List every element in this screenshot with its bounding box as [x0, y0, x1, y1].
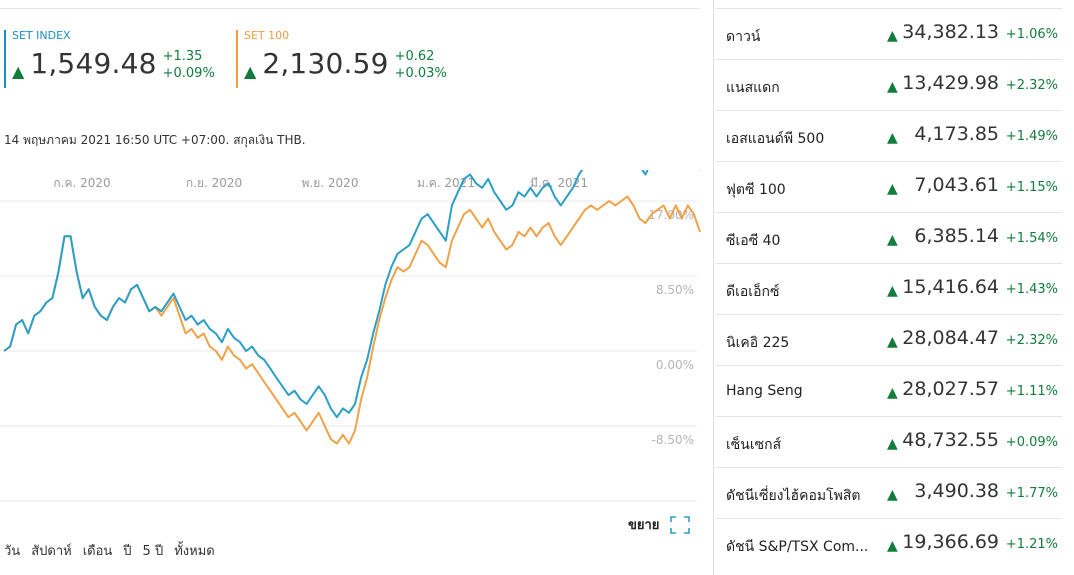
- up-arrow-icon: ▲: [887, 283, 898, 299]
- market-name: แนสแดก: [726, 80, 780, 96]
- market-row[interactable]: ฟุตซี 100 ▲ 7,043.61 +1.15%: [716, 161, 1062, 212]
- panel-divider: [713, 0, 714, 575]
- market-change-pct: +1.15%: [1005, 180, 1058, 195]
- period-week[interactable]: สัปดาห์: [31, 544, 72, 559]
- series-line-set-index: [3, 170, 701, 419]
- market-name: เอสแอนด์พี 500: [726, 131, 825, 147]
- index-change: +1.35 +0.09%: [163, 48, 215, 82]
- market-row[interactable]: เอสแอนด์พี 500 ▲ 4,173.85 +1.49%: [716, 110, 1062, 161]
- index-name: SET INDEX: [12, 29, 71, 42]
- index-color-bar: [236, 30, 238, 88]
- market-value: 28,084.47: [902, 327, 999, 349]
- market-row[interactable]: ดัชนีเซี่ยงไฮ้คอมโพสิต ▲ 3,490.38 +1.77%: [716, 467, 1062, 518]
- market-value: 7,043.61: [914, 174, 999, 196]
- market-name: Hang Seng: [726, 383, 803, 399]
- market-chart-panel: SET INDEX ▲ 1,549.48 +1.35 +0.09% SET 10…: [0, 8, 701, 561]
- period-all[interactable]: ทั้งหมด: [174, 544, 215, 559]
- up-arrow-icon: ▲: [887, 436, 898, 452]
- up-arrow-icon: ▲: [887, 232, 898, 248]
- world-markets-list: ดาวน์ ▲ 34,382.13 +1.06% แนสแดก ▲ 13,429.98 +2.…: [716, 8, 1062, 569]
- market-row[interactable]: แนสแดก ▲ 13,429.98 +2.32%: [716, 59, 1062, 110]
- market-name: นิเคอิ 225: [726, 335, 790, 351]
- market-row[interactable]: ดาวน์ ▲ 34,382.13 +1.06%: [716, 8, 1062, 59]
- market-change-pct: +2.32%: [1005, 333, 1058, 348]
- up-arrow-icon: ▲: [12, 62, 25, 81]
- up-arrow-icon: ▲: [887, 334, 898, 350]
- market-row[interactable]: ดัชนี S&P/TSX Com... ▲ 19,366.69 +1.21%: [716, 518, 1062, 569]
- x-tick-label: มี.ค. 2021: [530, 176, 588, 190]
- y-tick-label: -8.50%: [652, 433, 694, 447]
- market-change-pct: +1.77%: [1005, 486, 1058, 501]
- market-name: เซ็นเซกส์: [726, 437, 782, 453]
- index-value: 1,549.48: [30, 47, 157, 80]
- market-value: 4,173.85: [914, 123, 999, 145]
- expand-icon: [670, 515, 691, 534]
- period-5year[interactable]: 5 ปี: [142, 544, 164, 559]
- index-summary-set100[interactable]: SET 100 ▲ 2,130.59 +0.62 +0.03%: [236, 30, 447, 88]
- expand-button[interactable]: ขยาย: [628, 514, 691, 535]
- up-arrow-icon: ▲: [887, 538, 898, 554]
- index-change: +0.62 +0.03%: [395, 48, 447, 82]
- market-value: 15,416.64: [902, 276, 999, 298]
- market-change-pct: +1.54%: [1005, 231, 1058, 246]
- line-chart: 17.00%8.50%0.00%-8.50%-17.00%ก.ค. 2020ก.…: [0, 170, 701, 502]
- index-change-abs: +1.35: [162, 49, 203, 64]
- market-row[interactable]: นิเคอิ 225 ▲ 28,084.47 +2.32%: [716, 314, 1062, 365]
- market-value: 6,385.14: [914, 225, 999, 247]
- up-arrow-icon: ▲: [887, 487, 898, 503]
- market-value: 3,490.38: [914, 480, 999, 502]
- market-row[interactable]: ดีเอเอ็กซ์ ▲ 15,416.64 +1.43%: [716, 263, 1062, 314]
- market-change-pct: +1.21%: [1005, 537, 1058, 552]
- index-change-pct: +0.03%: [394, 66, 447, 81]
- index-change-abs: +0.62: [394, 49, 435, 64]
- market-name: ซีเอซี 40: [726, 233, 781, 249]
- up-arrow-icon: ▲: [887, 130, 898, 146]
- period-month[interactable]: เดือน: [82, 544, 113, 559]
- market-row[interactable]: Hang Seng ▲ 28,027.57 +1.11%: [716, 365, 1062, 416]
- market-name: ดาวน์: [726, 29, 761, 45]
- market-change-pct: +1.06%: [1005, 27, 1058, 42]
- market-value: 28,027.57: [902, 378, 999, 400]
- index-value: 2,130.59: [262, 47, 389, 80]
- market-change-pct: +1.49%: [1005, 129, 1058, 144]
- market-row[interactable]: ซีเอซี 40 ▲ 6,385.14 +1.54%: [716, 212, 1062, 263]
- y-tick-label: 0.00%: [656, 358, 694, 372]
- period-selector: วัน สัปดาห์ เดือน ปี 5 ปี ทั้งหมด: [4, 540, 215, 561]
- market-name: ฟุตซี 100: [726, 182, 786, 198]
- market-name: ดัชนีเซี่ยงไฮ้คอมโพสิต: [726, 488, 861, 504]
- timestamp-text: 14 พฤษภาคม 2021 16:50 UTC +07:00. สกุลเง…: [4, 133, 306, 147]
- market-value: 13,429.98: [902, 72, 999, 94]
- period-day[interactable]: วัน: [4, 544, 21, 559]
- x-tick-label: ก.ค. 2020: [53, 176, 110, 190]
- market-name: ดีเอเอ็กซ์: [726, 284, 780, 300]
- market-change-pct: +0.09%: [1005, 435, 1058, 450]
- market-value: 34,382.13: [902, 21, 999, 43]
- expand-label: ขยาย: [628, 518, 660, 533]
- index-change-pct: +0.09%: [162, 66, 215, 81]
- up-arrow-icon: ▲: [887, 385, 898, 401]
- market-value: 19,366.69: [902, 531, 999, 553]
- up-arrow-icon: ▲: [887, 28, 898, 44]
- x-tick-label: ก.ย. 2020: [186, 176, 242, 190]
- up-arrow-icon: ▲: [887, 181, 898, 197]
- up-arrow-icon: ▲: [244, 62, 257, 81]
- up-arrow-icon: ▲: [887, 79, 898, 95]
- market-change-pct: +1.11%: [1005, 384, 1058, 399]
- series-line-set100: [3, 195, 701, 445]
- market-value: 48,732.55: [902, 429, 999, 451]
- y-tick-label: 8.50%: [656, 283, 694, 297]
- period-year[interactable]: ปี: [123, 544, 132, 559]
- market-change-pct: +2.32%: [1005, 78, 1058, 93]
- index-color-bar: [4, 30, 6, 88]
- market-row[interactable]: เซ็นเซกส์ ▲ 48,732.55 +0.09%: [716, 416, 1062, 467]
- divider: [0, 8, 700, 9]
- index-summary-set[interactable]: SET INDEX ▲ 1,549.48 +1.35 +0.09%: [4, 30, 215, 88]
- index-name: SET 100: [244, 29, 290, 42]
- market-change-pct: +1.43%: [1005, 282, 1058, 297]
- market-name: ดัชนี S&P/TSX Com...: [726, 539, 869, 555]
- x-tick-label: พ.ย. 2020: [302, 176, 359, 190]
